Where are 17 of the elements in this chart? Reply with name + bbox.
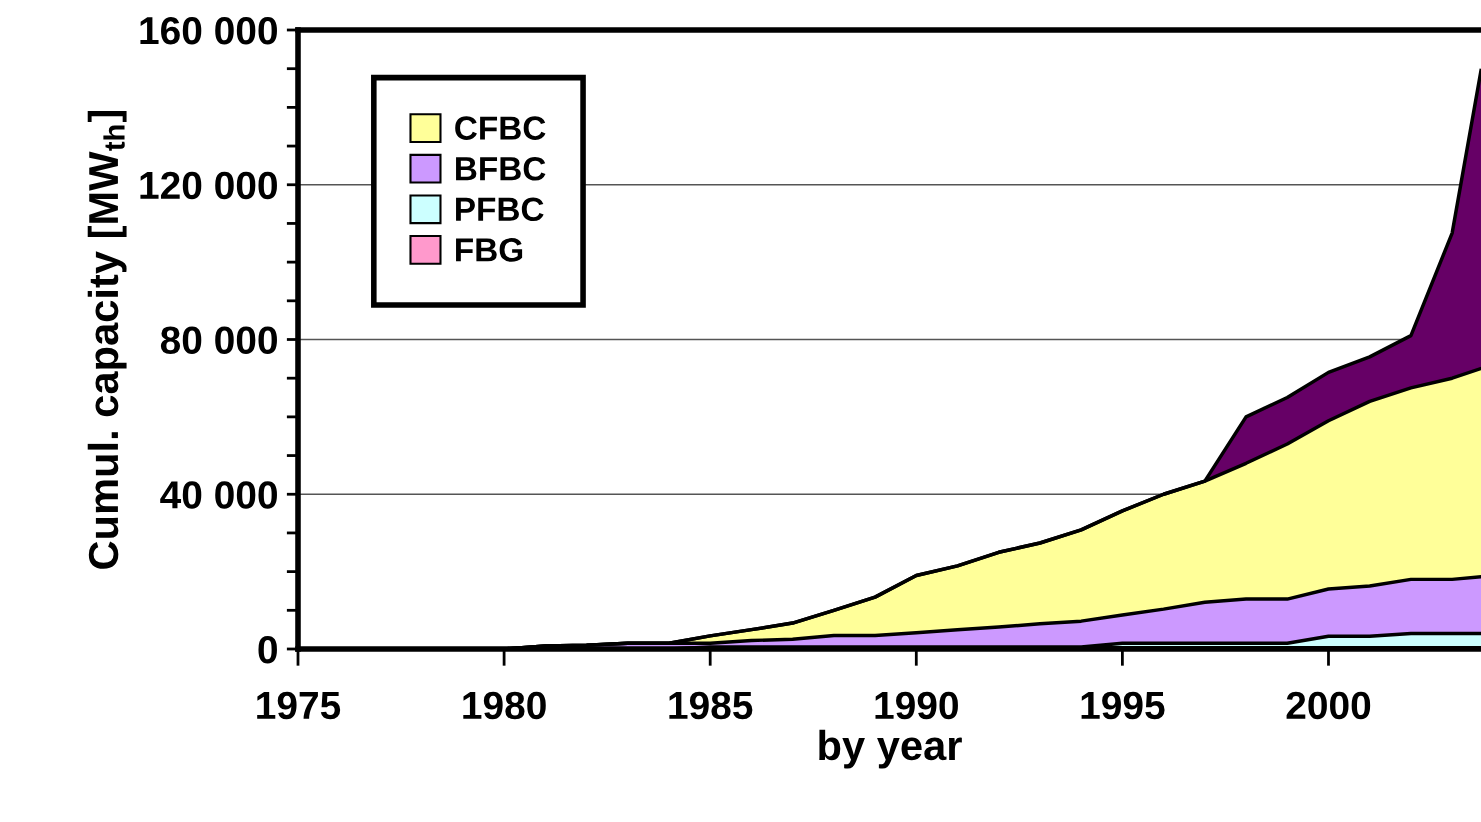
legend-label: BFBC [456,156,546,181]
legend-label: CFBC [455,116,546,140]
x-tick-label: 1975 [257,691,341,720]
legend-label: FBG [456,238,523,262]
y-tick-label: 120 000 [140,171,277,200]
x-axis-title: by year [819,729,962,769]
y-tick-label: 0 [258,635,277,664]
y-axis-title: Cumul. capacity [MW$_{th}$] [87,110,127,569]
x-tick-label: 2000 [1286,691,1371,720]
y-tick-label: 40 000 [160,481,277,509]
x-tick-label: 1980 [463,691,546,720]
x-tick-label: 1985 [669,691,753,720]
y-tick-label: 80 000 [160,326,277,354]
x-tick-label: 1990 [875,691,958,720]
legend-label: PFBC [456,197,544,222]
y-tick-label: 160 000 [140,16,277,45]
x-tick-label: 1995 [1081,691,1165,720]
